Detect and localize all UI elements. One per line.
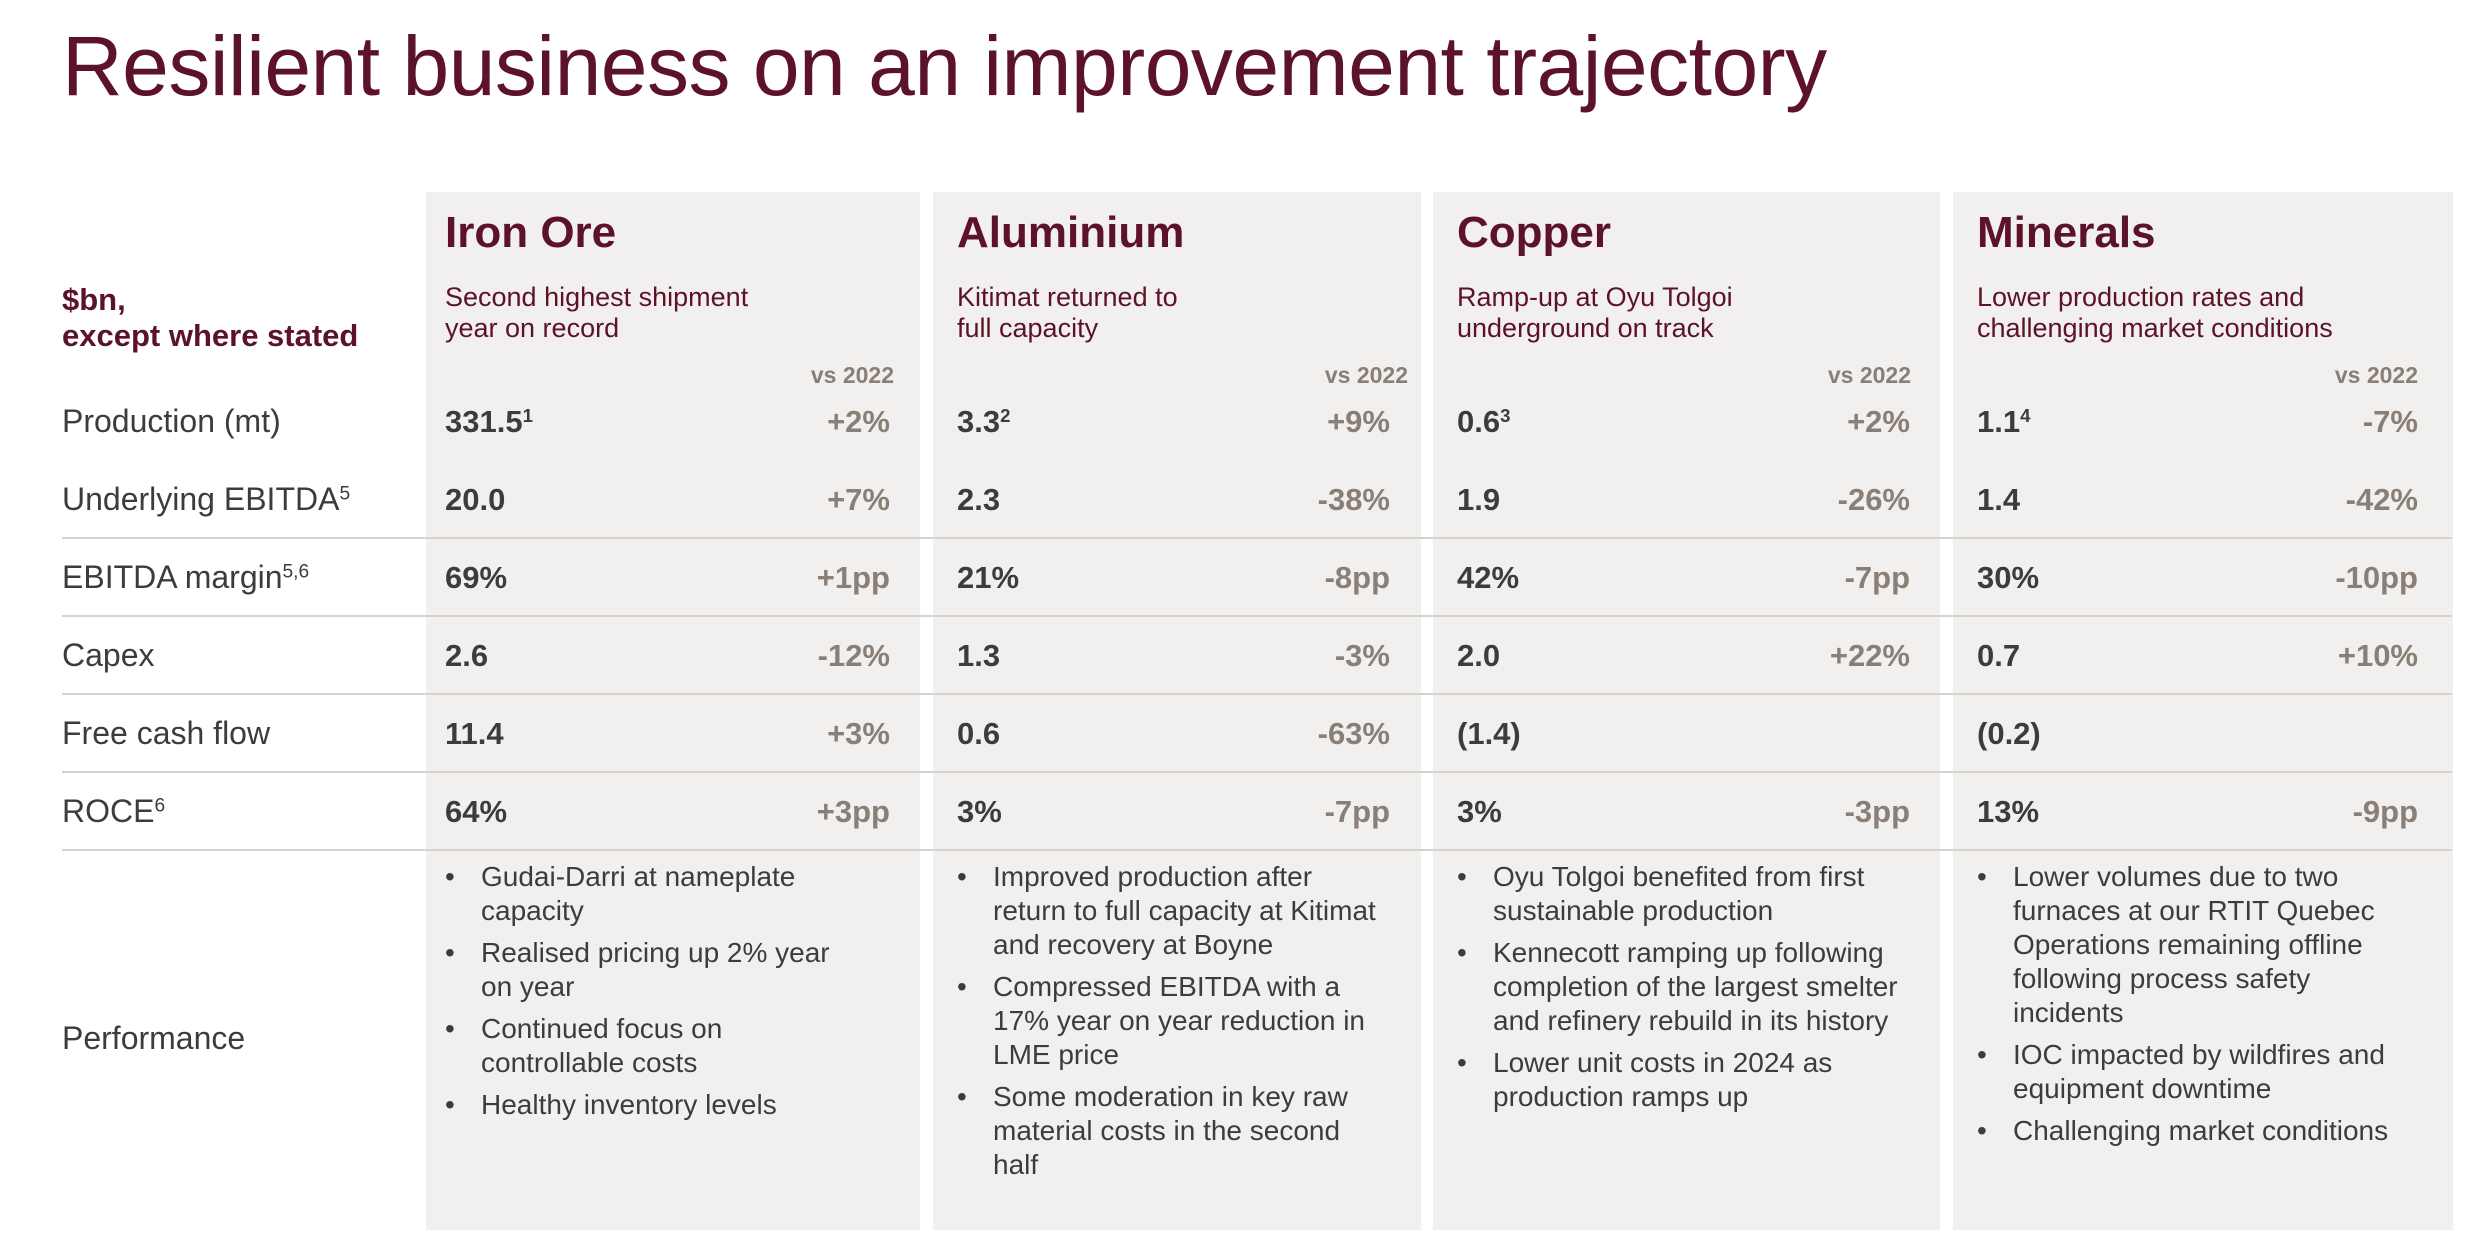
- list-item: Challenging market conditions: [1977, 1114, 2417, 1148]
- change-copper-margin: -7pp: [1844, 560, 1910, 595]
- list-item: Lower volumes due to two furnaces at our…: [1977, 860, 2417, 1030]
- value-aluminium-capex: 1.3: [957, 638, 1001, 673]
- row-label-capex: Capex: [62, 637, 155, 673]
- change-minerals-capex: +10%: [2337, 638, 2418, 673]
- value-aluminium-roce: 3%: [957, 794, 1002, 829]
- row-label-roce: ROCE6: [62, 793, 166, 829]
- list-item: IOC impacted by wildfires and equipment …: [1977, 1038, 2417, 1106]
- row-label-ebitda-margin: EBITDA margin5,6: [62, 559, 310, 595]
- value-iron-ore-ebitda: 20.0: [445, 482, 506, 517]
- list-item: Oyu Tolgoi benefited from first sustaina…: [1457, 860, 1919, 928]
- list-item: Lower unit costs in 2024 as production r…: [1457, 1046, 1919, 1114]
- row-divider: [62, 849, 2452, 851]
- list-item: Gudai-Darri at nameplate capacity: [445, 860, 845, 928]
- value-copper-ebitda: 1.9: [1457, 482, 1501, 517]
- value-copper-roce: 3%: [1457, 794, 1502, 829]
- row-label-free-cash-flow: Free cash flow: [62, 715, 271, 751]
- units-label: $bn, except where stated: [62, 282, 359, 353]
- vs-label-iron-ore: vs 2022: [810, 362, 894, 388]
- list-item: Continued focus on controllable costs: [445, 1012, 845, 1080]
- row-divider: [62, 771, 2452, 773]
- value-copper-fcf: (1.4): [1457, 716, 1521, 751]
- value-minerals-production: 1.14: [1977, 404, 2031, 439]
- value-aluminium-ebitda: 2.3: [957, 482, 1001, 517]
- value-iron-ore-production: 331.51: [445, 404, 533, 439]
- vs-label-aluminium: vs 2022: [1324, 362, 1408, 388]
- row-label-production: Production (mt): [62, 403, 281, 439]
- change-copper-capex: +22%: [1829, 638, 1910, 673]
- performance-list-aluminium: Improved production after return to full…: [957, 860, 1387, 1190]
- change-aluminium-margin: -8pp: [1324, 560, 1390, 595]
- value-aluminium-margin: 21%: [957, 560, 1020, 595]
- change-iron-ore-margin: +1pp: [816, 560, 890, 595]
- row-label-ebitda: Underlying EBITDA5: [62, 481, 351, 517]
- change-minerals-margin: -10pp: [2335, 560, 2418, 595]
- segment-name-minerals: Minerals: [1977, 208, 2156, 257]
- segment-desc-aluminium: Kitimat returned to full capacity: [957, 282, 1178, 343]
- value-copper-production: 0.63: [1457, 404, 1511, 439]
- value-iron-ore-margin: 69%: [445, 560, 508, 595]
- change-minerals-production: -7%: [2362, 404, 2418, 439]
- segment-desc-minerals: Lower production rates and challenging m…: [1977, 282, 2333, 343]
- list-item: Some moderation in key raw material cost…: [957, 1080, 1387, 1182]
- segment-desc-copper: Ramp-up at Oyu Tolgoi underground on tra…: [1457, 282, 1733, 343]
- change-minerals-ebitda: -42%: [2345, 482, 2418, 517]
- change-aluminium-roce: -7pp: [1324, 794, 1390, 829]
- change-iron-ore-capex: -12%: [817, 638, 890, 673]
- change-copper-roce: -3pp: [1844, 794, 1910, 829]
- change-iron-ore-production: +2%: [827, 404, 890, 439]
- change-iron-ore-fcf: +3%: [827, 716, 890, 751]
- change-iron-ore-roce: +3pp: [816, 794, 890, 829]
- performance-list-minerals: Lower volumes due to two furnaces at our…: [1977, 860, 2417, 1156]
- value-iron-ore-fcf: 11.4: [445, 716, 504, 751]
- performance-list-iron-ore: Gudai-Darri at nameplate capacity Realis…: [445, 860, 845, 1130]
- segment-name-iron-ore: Iron Ore: [445, 208, 617, 257]
- value-copper-margin: 42%: [1457, 560, 1520, 595]
- change-aluminium-fcf: -63%: [1317, 716, 1390, 751]
- vs-label-minerals: vs 2022: [2334, 362, 2418, 388]
- row-divider: [62, 615, 2452, 617]
- value-iron-ore-roce: 64%: [445, 794, 508, 829]
- change-copper-ebitda: -26%: [1837, 482, 1910, 517]
- value-iron-ore-capex: 2.6: [445, 638, 489, 673]
- change-aluminium-capex: -3%: [1334, 638, 1390, 673]
- change-copper-production: +2%: [1847, 404, 1910, 439]
- change-aluminium-ebitda: -38%: [1317, 482, 1390, 517]
- list-item: Healthy inventory levels: [445, 1088, 845, 1122]
- value-aluminium-production: 3.32: [957, 404, 1011, 439]
- list-item: Compressed EBITDA with a 17% year on yea…: [957, 970, 1387, 1072]
- row-divider: [62, 693, 2452, 695]
- value-copper-capex: 2.0: [1457, 638, 1501, 673]
- vs-label-copper: vs 2022: [1827, 362, 1911, 388]
- change-iron-ore-ebitda: +7%: [827, 482, 890, 517]
- value-minerals-margin: 30%: [1977, 560, 2040, 595]
- segment-desc-iron-ore: Second highest shipment year on record: [445, 282, 749, 343]
- page-title: Resilient business on an improvement tra…: [62, 19, 1827, 113]
- value-minerals-ebitda: 1.4: [1977, 482, 2021, 517]
- segment-name-aluminium: Aluminium: [957, 208, 1185, 257]
- change-aluminium-production: +9%: [1327, 404, 1390, 439]
- segment-name-copper: Copper: [1457, 208, 1611, 257]
- value-minerals-fcf: (0.2): [1977, 716, 2041, 751]
- change-minerals-roce: -9pp: [2352, 794, 2418, 829]
- list-item: Improved production after return to full…: [957, 860, 1387, 962]
- list-item: Kennecott ramping up following completio…: [1457, 936, 1919, 1038]
- value-minerals-capex: 0.7: [1977, 638, 2021, 673]
- row-divider: [62, 537, 2452, 539]
- performance-list-copper: Oyu Tolgoi benefited from first sustaina…: [1457, 860, 1919, 1122]
- value-minerals-roce: 13%: [1977, 794, 2040, 829]
- row-label-performance: Performance: [62, 1020, 246, 1056]
- value-aluminium-fcf: 0.6: [957, 716, 1001, 751]
- list-item: Realised pricing up 2% year on year: [445, 936, 845, 1004]
